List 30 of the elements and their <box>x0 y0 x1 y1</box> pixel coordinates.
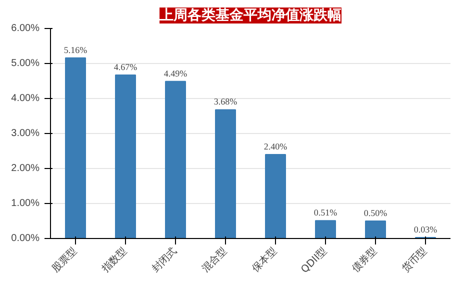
x-tick-label: 货币型 <box>400 244 430 275</box>
y-tick-label: 3.00% <box>11 128 40 139</box>
bar <box>115 74 136 238</box>
bar <box>315 220 336 238</box>
x-tick-label: 股票型 <box>50 244 80 275</box>
data-label: 3.68% <box>214 96 238 107</box>
data-label: 0.50% <box>364 208 388 218</box>
y-tick-label: 4.00% <box>11 93 40 104</box>
bar <box>365 220 386 238</box>
y-tick-label: 5.00% <box>11 58 40 69</box>
bar <box>165 80 186 238</box>
bar <box>215 109 236 238</box>
x-tick-label: 债券型 <box>350 244 380 275</box>
data-label: 0.03% <box>414 224 438 234</box>
y-tick-label: 0.00% <box>11 233 40 244</box>
chart-title: 上周各类基金平均净值涨跌幅 <box>158 8 342 24</box>
data-label: 4.67% <box>114 62 138 72</box>
y-tick-label: 2.00% <box>11 163 40 174</box>
data-label: 5.16% <box>64 44 88 55</box>
data-label: 4.49% <box>164 68 188 78</box>
bar <box>65 57 86 238</box>
data-label: 2.40% <box>264 142 288 152</box>
x-tick-label: 保本型 <box>250 244 280 275</box>
bar <box>265 154 286 238</box>
y-tick-label: 1.00% <box>11 198 40 209</box>
x-tick-label: 封闭式 <box>150 244 180 275</box>
y-tick-label: 6.00% <box>11 23 40 34</box>
x-tick-label: 指数型 <box>98 244 130 276</box>
data-label: 0.51% <box>314 208 338 218</box>
x-tick-label: 混合型 <box>200 244 230 275</box>
